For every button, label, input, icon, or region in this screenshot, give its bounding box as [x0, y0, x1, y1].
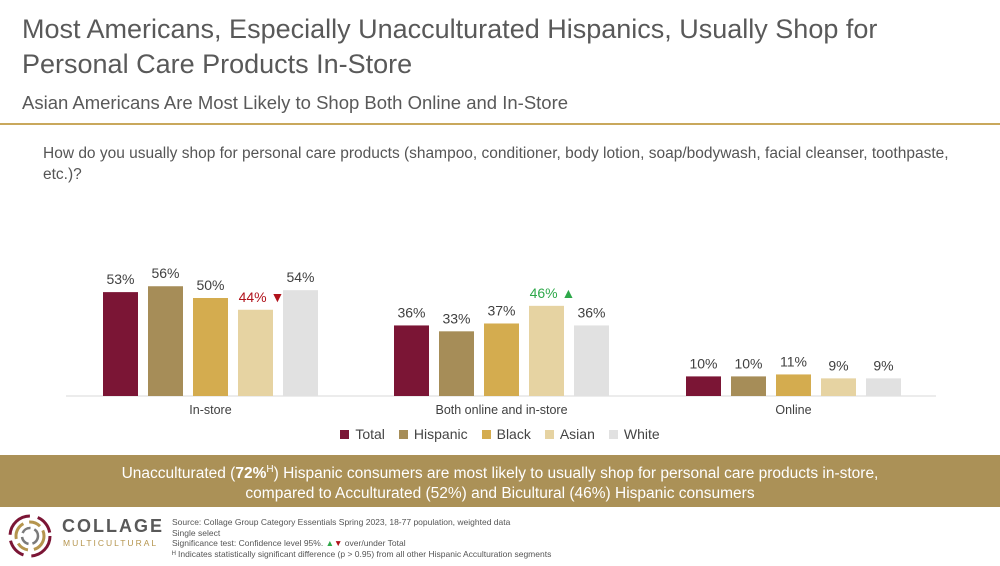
- data-label-asian-1: 46% ▲: [530, 285, 576, 301]
- data-label-black-2: 11%: [780, 353, 807, 369]
- bar-hispanic-0: [148, 286, 183, 396]
- bar-total-1: [394, 325, 429, 396]
- logo-wordmark: COLLAGE: [62, 516, 164, 536]
- legend-label-total: Total: [355, 426, 385, 442]
- bar-black-1: [484, 323, 519, 396]
- collage-logo-mark-icon: [8, 514, 52, 558]
- category-label-1: Both online and in-store: [435, 403, 567, 417]
- data-label-black-0: 50%: [196, 277, 224, 293]
- source-note: Source: Collage Group Category Essential…: [172, 517, 511, 527]
- banner-sup: H: [266, 464, 274, 475]
- legend-label-white: White: [623, 426, 660, 442]
- legend-swatch-asian: [544, 429, 554, 439]
- data-label-total-0: 53%: [106, 271, 134, 287]
- data-label-hispanic-2: 10%: [734, 355, 762, 371]
- data-label-black-1: 37%: [487, 302, 515, 318]
- banner-post: ) Hispanic consumers are most likely to …: [273, 465, 879, 483]
- data-label-white-1: 36%: [577, 304, 605, 320]
- data-label-hispanic-1: 33%: [442, 310, 470, 326]
- bar-white-0: [283, 290, 318, 396]
- category-label-0: In-store: [189, 403, 231, 417]
- legend-swatch-black: [481, 429, 491, 439]
- bar-asian-2: [821, 378, 856, 396]
- significance-note: Significance test: Confidence level 95%.…: [172, 538, 551, 549]
- legend-item-white: White: [608, 426, 660, 442]
- banner-highlight: 72%: [235, 465, 267, 483]
- page-subtitle: Asian Americans Are Most Likely to Shop …: [22, 92, 569, 113]
- category-label-2: Online: [775, 403, 811, 417]
- insight-banner: Unacculturated (72%H) Hispanic consumers…: [0, 455, 1000, 507]
- data-label-total-1: 36%: [397, 304, 425, 320]
- data-label-total-2: 10%: [689, 355, 717, 371]
- collage-logo: COLLAGE MULTICULTURAL: [6, 511, 166, 561]
- legend-label-hispanic: Hispanic: [413, 426, 468, 442]
- sig-up-icon: ▲: [325, 538, 334, 548]
- bar-hispanic-1: [439, 331, 474, 396]
- bar-white-2: [866, 378, 901, 396]
- bar-black-0: [193, 298, 228, 396]
- legend-label-asian: Asian: [559, 426, 595, 442]
- banner-line-2: compared to Acculturated (52%) and Bicul…: [245, 485, 755, 503]
- banner-line-1: Unacculturated (72%H) Hispanic consumers…: [0, 460, 1000, 484]
- legend-swatch-hispanic: [398, 429, 408, 439]
- data-label-hispanic-0: 56%: [151, 265, 179, 281]
- logo-tagline: MULTICULTURAL: [63, 538, 159, 548]
- legend-item-black: Black: [481, 426, 531, 442]
- legend-swatch-white: [608, 429, 618, 439]
- legend-item-asian: Asian: [544, 426, 595, 442]
- sig-down-icon: ▼: [334, 538, 343, 548]
- chart-legend: Total Hispanic Black Asian White: [0, 426, 1000, 442]
- bar-total-0: [103, 292, 138, 396]
- legend-label-black: Black: [496, 426, 531, 442]
- bar-black-2: [776, 374, 811, 396]
- sig-post: over/under Total: [344, 538, 406, 548]
- page-title: Most Americans, Especially Unacculturate…: [22, 14, 878, 79]
- bar-hispanic-2: [731, 376, 766, 396]
- data-label-white-2: 9%: [873, 357, 893, 373]
- select-note: Single select: [172, 527, 221, 538]
- hispanic-note: ᴴ Indicates statistically significant di…: [172, 548, 552, 559]
- bar-asian-1: [529, 305, 564, 396]
- data-label-white-0: 54%: [286, 269, 314, 285]
- sig-text: Significance test: Confidence level 95%.: [172, 538, 324, 548]
- legend-swatch-total: [340, 429, 350, 439]
- legend-item-hispanic: Hispanic: [398, 426, 468, 442]
- legend-item-total: Total: [340, 426, 385, 442]
- survey-question: How do you usually shop for personal car…: [43, 145, 949, 183]
- bar-white-1: [574, 325, 609, 396]
- footnotes: Source: Collage Group Category Essential…: [172, 517, 551, 559]
- bar-asian-0: [238, 309, 273, 396]
- data-label-asian-0: 44% ▼: [239, 289, 285, 305]
- data-label-asian-2: 9%: [828, 357, 848, 373]
- banner-pre: Unacculturated (: [121, 465, 236, 483]
- bar-total-2: [686, 376, 721, 396]
- header-divider: [0, 123, 1000, 125]
